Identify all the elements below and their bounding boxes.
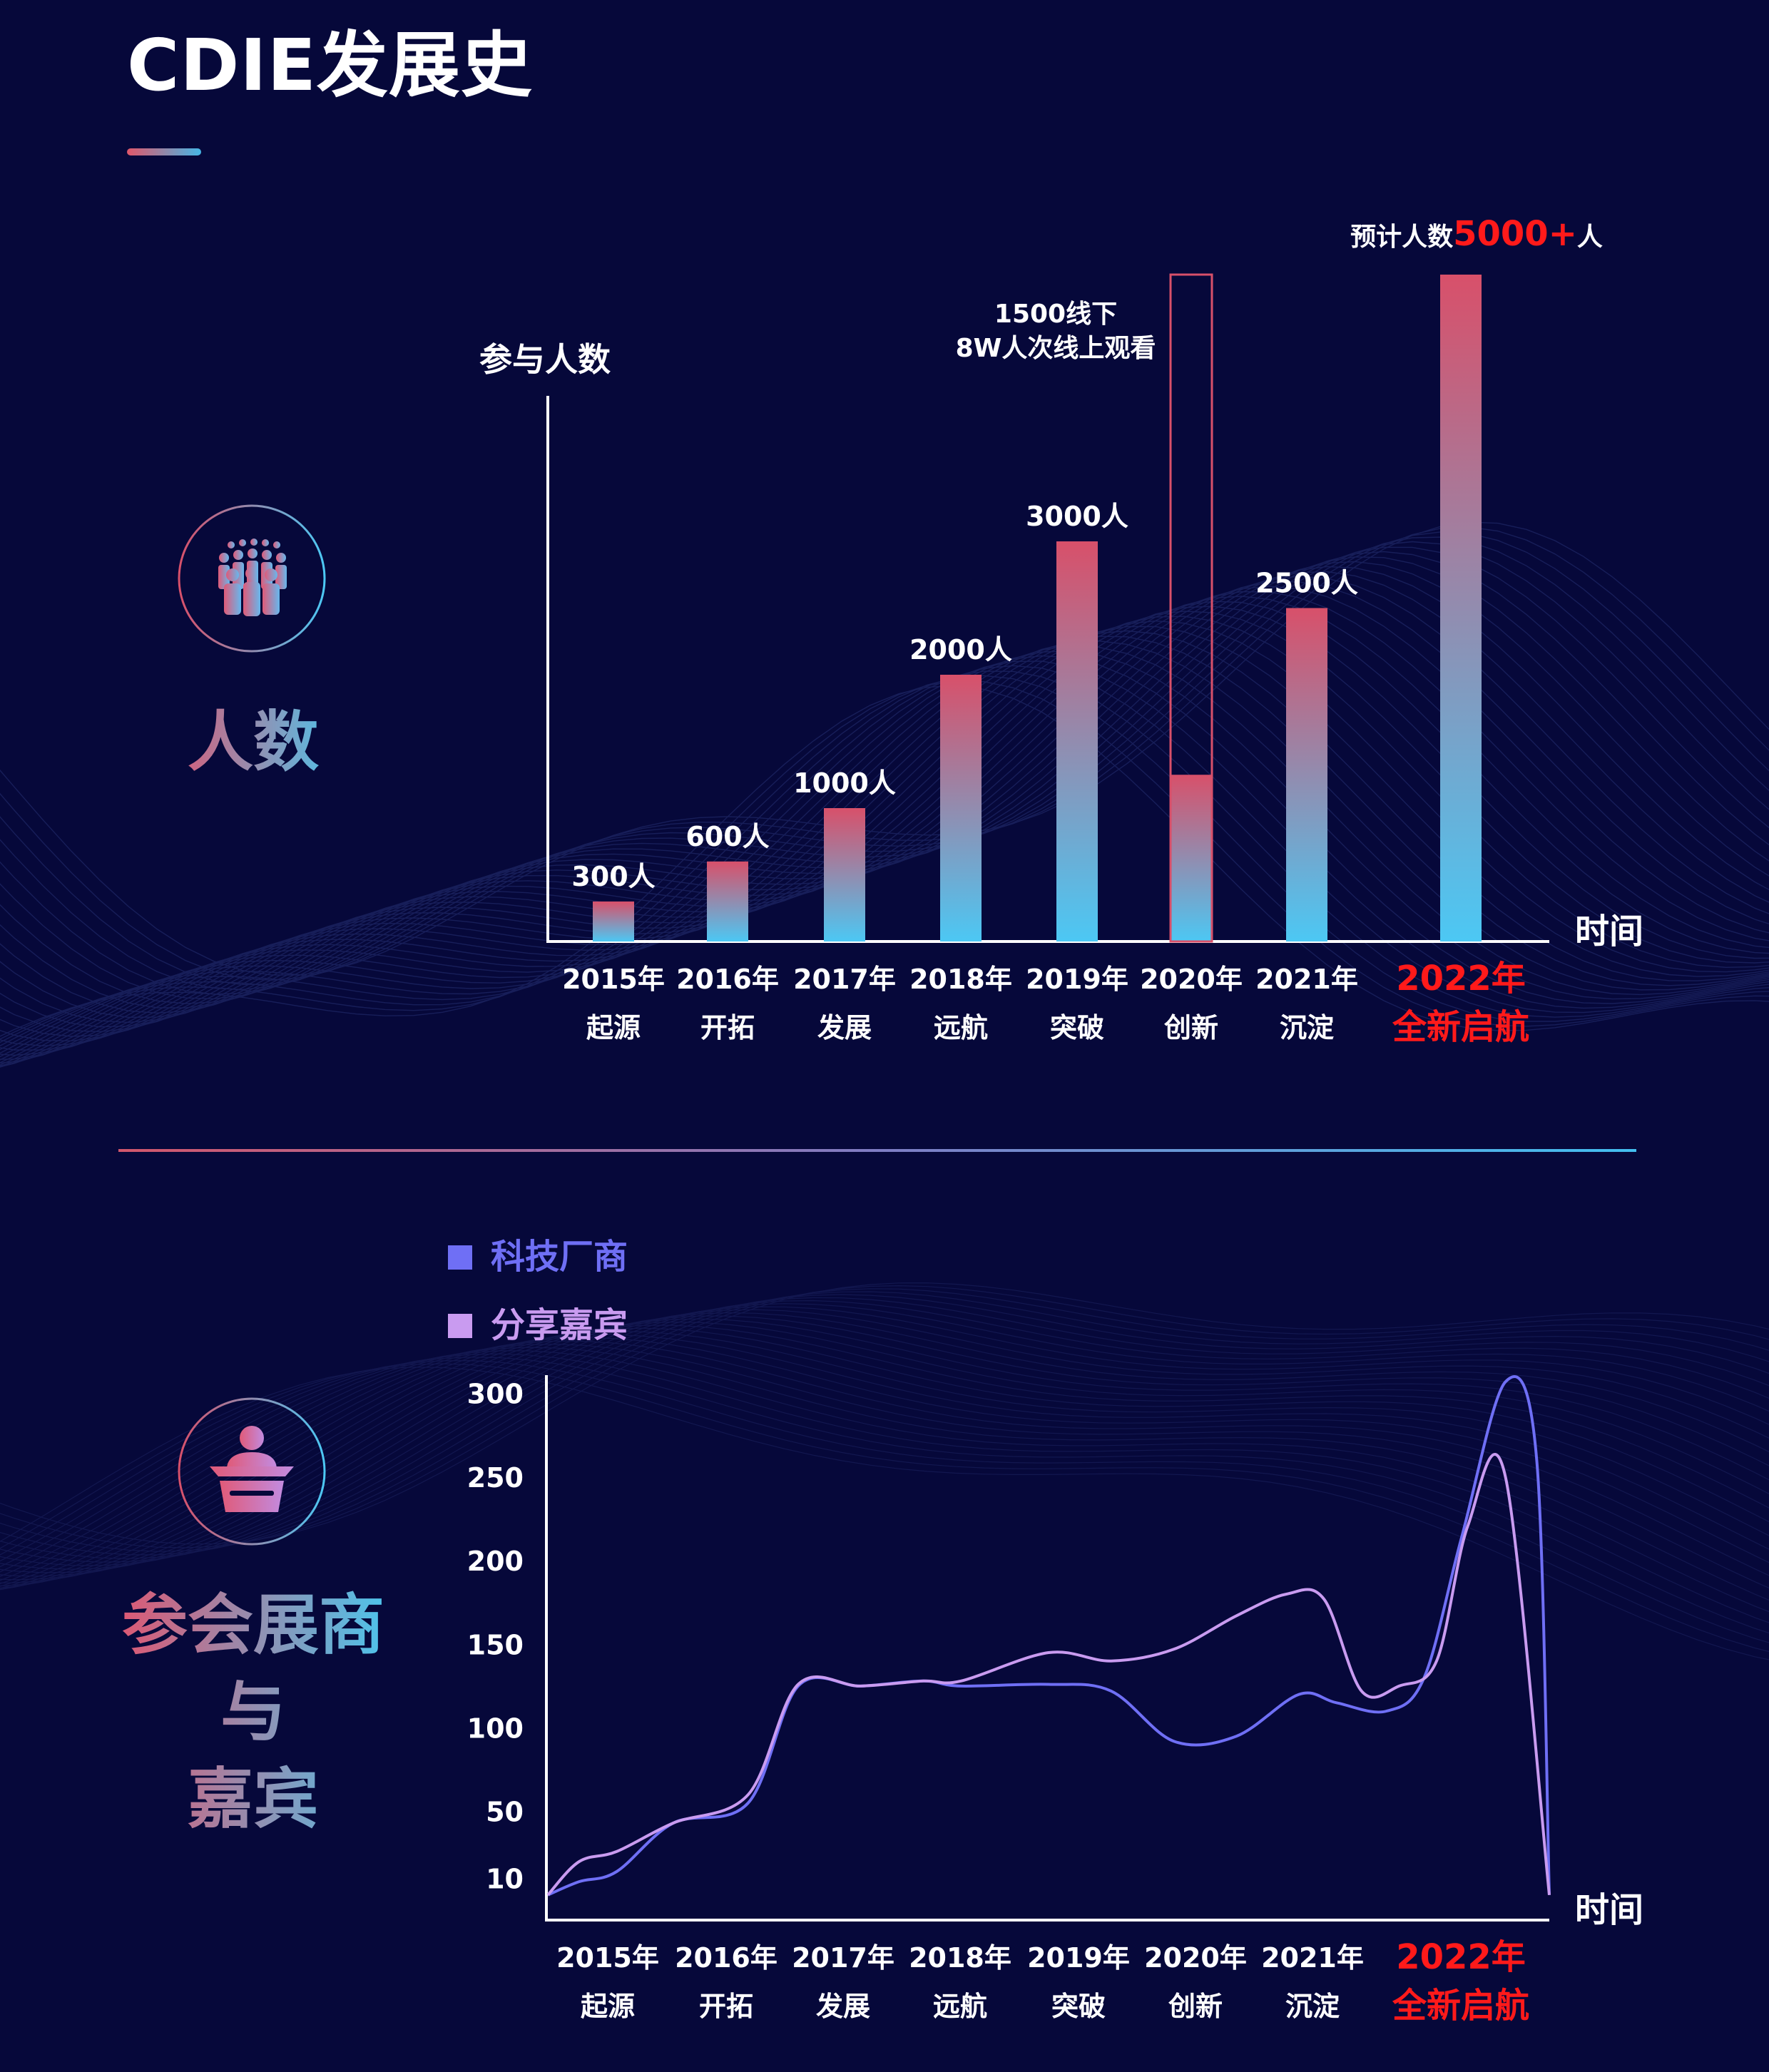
x-tick-phase: 全新启航 <box>1392 1007 1529 1047</box>
x-axis-label: 时间 <box>1575 1890 1643 1930</box>
x-tick-phase: 突破 <box>1050 1012 1104 1043</box>
title-underline <box>127 148 201 155</box>
annotation-2020-line-1: 1500线下 <box>994 300 1117 329</box>
speaker-podium-icon <box>177 1397 327 1546</box>
page-title: CDIE发展史 <box>127 24 533 107</box>
x-tick-year: 2018年 <box>909 964 1012 995</box>
x-tick-phase: 沉淀 <box>1285 1991 1340 2022</box>
annotation-2020-line-2: 8W人次线上观看 <box>956 334 1156 363</box>
x-tick-year: 2018年 <box>909 1942 1011 1974</box>
x-tick-year: 2022年 <box>1396 1937 1526 1977</box>
legend-item-vendors: 科技厂商 <box>448 1228 628 1278</box>
legend-swatch-speakers <box>448 1314 472 1338</box>
x-tick-year: 2019年 <box>1026 964 1128 995</box>
y-tick-label: 150 <box>467 1629 524 1660</box>
section-divider <box>118 1149 1636 1152</box>
legend-swatch-vendors <box>448 1245 472 1270</box>
y-tick-label: 200 <box>467 1546 524 1577</box>
x-tick-year: 2015年 <box>562 964 665 995</box>
x-tick-year: 2020年 <box>1144 1942 1247 1974</box>
x-tick-year: 2017年 <box>793 964 896 995</box>
x-tick-phase: 创新 <box>1164 1012 1218 1043</box>
crowd-icon <box>177 504 327 653</box>
wave-lines <box>0 521 1769 1068</box>
x-tick-phase: 远航 <box>933 1991 987 2022</box>
wave-lines-lower <box>0 1282 1769 1660</box>
legend-label-vendors: 科技厂商 <box>491 1237 628 1277</box>
annotation-2022: 预计人数5000+人 <box>1350 214 1603 254</box>
y-tick-label: 100 <box>467 1713 524 1744</box>
x-tick-phase: 远航 <box>934 1012 988 1043</box>
x-tick-phase: 起源 <box>581 1991 635 2022</box>
x-tick-year: 2016年 <box>676 964 779 995</box>
bar-2021年 <box>1286 608 1327 941</box>
y-tick-label: 250 <box>467 1462 524 1494</box>
x-tick-phase: 起源 <box>586 1012 641 1043</box>
bar-2020-online-outline <box>1169 273 1213 943</box>
bar-data-label: 2000人 <box>909 634 1012 665</box>
bar-data-label: 1000人 <box>793 767 896 799</box>
x-axis-label: 时间 <box>1575 912 1643 951</box>
bar-data-label: 3000人 <box>1026 501 1128 532</box>
x-tick-year: 2016年 <box>675 1942 778 1974</box>
y-axis-label: 参与人数 <box>479 340 611 379</box>
y-tick-label: 10 <box>486 1863 524 1894</box>
section-label-people: 人数 <box>164 689 342 784</box>
bar-2017年 <box>824 808 865 941</box>
bar-2016年 <box>707 861 748 941</box>
x-tick-year: 2021年 <box>1255 964 1358 995</box>
bar-2015年 <box>593 901 634 941</box>
x-tick-year: 2017年 <box>792 1942 894 1974</box>
bar-2022年 <box>1440 275 1482 941</box>
x-tick-phase: 发展 <box>817 1012 872 1043</box>
bar-2020年 <box>1171 775 1212 941</box>
x-tick-phase: 开拓 <box>700 1012 755 1043</box>
legend-item-speakers: 分享嘉宾 <box>448 1297 628 1347</box>
x-tick-phase: 全新启航 <box>1392 1986 1529 2026</box>
x-tick-phase: 突破 <box>1051 1991 1106 2022</box>
y-tick-label: 300 <box>467 1379 524 1410</box>
series-line-vendors <box>547 1375 1551 1897</box>
y-tick-label: 50 <box>486 1797 524 1828</box>
x-tick-year: 2020年 <box>1140 964 1243 995</box>
bar-data-label: 600人 <box>685 821 769 852</box>
x-tick-year: 2022年 <box>1396 959 1526 999</box>
x-tick-year: 2015年 <box>556 1942 659 1974</box>
x-tick-phase: 创新 <box>1168 1991 1223 2022</box>
x-tick-phase: 沉淀 <box>1280 1012 1334 1043</box>
x-tick-year: 2021年 <box>1261 1942 1364 1974</box>
bar-data-label: 300人 <box>571 861 655 892</box>
x-tick-year: 2019年 <box>1027 1942 1130 1974</box>
bar-2018年 <box>940 675 982 941</box>
legend-label-speakers: 分享嘉宾 <box>491 1305 628 1345</box>
x-tick-phase: 开拓 <box>699 1991 753 2022</box>
x-tick-phase: 发展 <box>816 1991 870 2022</box>
bar-2019年 <box>1056 541 1098 941</box>
bar-data-label: 2500人 <box>1255 568 1358 599</box>
series-line-speakers <box>546 1453 1551 1897</box>
